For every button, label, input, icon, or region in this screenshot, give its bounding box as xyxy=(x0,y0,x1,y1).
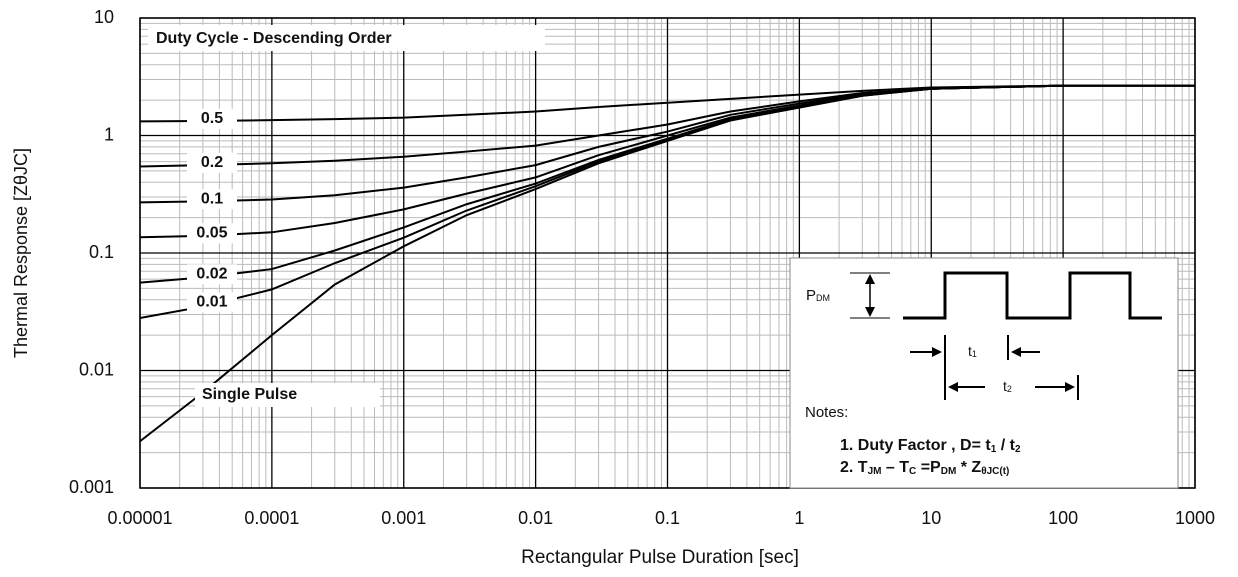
note-text: 2. T xyxy=(840,459,868,476)
series-label: 0.2 xyxy=(201,154,223,171)
waveform xyxy=(903,271,1162,320)
y-tick-label: 1 xyxy=(104,124,114,144)
t2-text: t xyxy=(1003,378,1007,394)
note-2: 2. TJM – TC =PDM * ZθJC(t) xyxy=(840,459,1009,476)
x-tick-label: 0.01 xyxy=(518,508,553,528)
series-label: Single Pulse xyxy=(202,386,297,403)
pdm-text: P xyxy=(806,287,816,304)
t2-sub: 2 xyxy=(1007,384,1012,394)
series-label-bg xyxy=(187,108,237,129)
inset-box xyxy=(789,257,1179,489)
x-tick-label: 0.1 xyxy=(655,508,680,528)
arrow-head xyxy=(1011,347,1021,357)
note-text: – T xyxy=(881,459,909,476)
y-axis-label: Thermal Response [ZθJC] xyxy=(11,148,31,358)
series-label-bg xyxy=(187,292,237,313)
title-box xyxy=(148,25,545,51)
x-tick-label: 0.0001 xyxy=(244,508,299,528)
series-line xyxy=(139,84,1195,443)
series-label: 0.1 xyxy=(201,190,223,207)
series-label-bg xyxy=(187,264,237,285)
lines xyxy=(139,84,1195,443)
t1-text: t xyxy=(968,343,972,359)
series-label: 0.02 xyxy=(196,266,227,283)
y-tick-label: 10 xyxy=(94,7,114,27)
note-text: / t xyxy=(996,437,1015,454)
x-tick-label: 0.001 xyxy=(381,508,426,528)
x-tick-label: 1 xyxy=(794,508,804,528)
series-label: 0.5 xyxy=(201,110,223,127)
x-tick-label: 10 xyxy=(921,508,941,528)
series-line xyxy=(139,84,1195,123)
x-tick-label: 1000 xyxy=(1175,508,1215,528)
chart-title: Duty Cycle - Descending Order xyxy=(156,30,392,47)
series-label: 0.05 xyxy=(196,225,227,242)
note-sub: C xyxy=(909,466,916,477)
series-label-bg xyxy=(187,223,237,244)
note-sub: JM xyxy=(868,466,882,477)
plot-frame xyxy=(139,17,1196,489)
arrow-head xyxy=(948,382,958,392)
x-tick-label: 0.00001 xyxy=(107,508,172,528)
series-label-bg xyxy=(187,189,237,210)
note-text: =P xyxy=(916,459,941,476)
note-sub: θJC(t) xyxy=(981,466,1009,477)
inset: PDM t1 t2 Notes: 1. Duty Factor , D= t1 … xyxy=(789,257,1179,489)
y-tick-label: 0.1 xyxy=(89,242,114,262)
x-axis-label: Rectangular Pulse Duration [sec] xyxy=(521,547,799,568)
grid xyxy=(139,17,1196,489)
note-sub: 2 xyxy=(1015,444,1021,455)
series-label: 0.01 xyxy=(196,294,227,311)
x-tick-label: 100 xyxy=(1048,508,1078,528)
notes-title: Notes: xyxy=(805,404,848,421)
series-label-bg xyxy=(195,383,380,407)
y-tick-label: 0.01 xyxy=(79,359,114,379)
t1-label: t1 xyxy=(968,343,977,360)
note-text: * Z xyxy=(956,459,981,476)
t2-label: t2 xyxy=(1003,378,1012,395)
arrow-head xyxy=(865,307,875,317)
series-label-bg xyxy=(187,152,237,173)
arrow-head xyxy=(1065,382,1075,392)
pdm-sub: DM xyxy=(816,293,830,303)
note-text: 1. Duty Factor , D= t xyxy=(840,437,991,454)
arrow-head xyxy=(932,347,942,357)
note-1: 1. Duty Factor , D= t1 / t2 xyxy=(840,437,1021,454)
note-sub: DM xyxy=(941,466,957,477)
t1-sub: 1 xyxy=(972,349,977,359)
arrow-head xyxy=(865,274,875,284)
note-sub: 1 xyxy=(991,444,997,455)
pdm-label: PDM xyxy=(806,287,830,304)
y-tick-label: 0.001 xyxy=(69,477,114,497)
